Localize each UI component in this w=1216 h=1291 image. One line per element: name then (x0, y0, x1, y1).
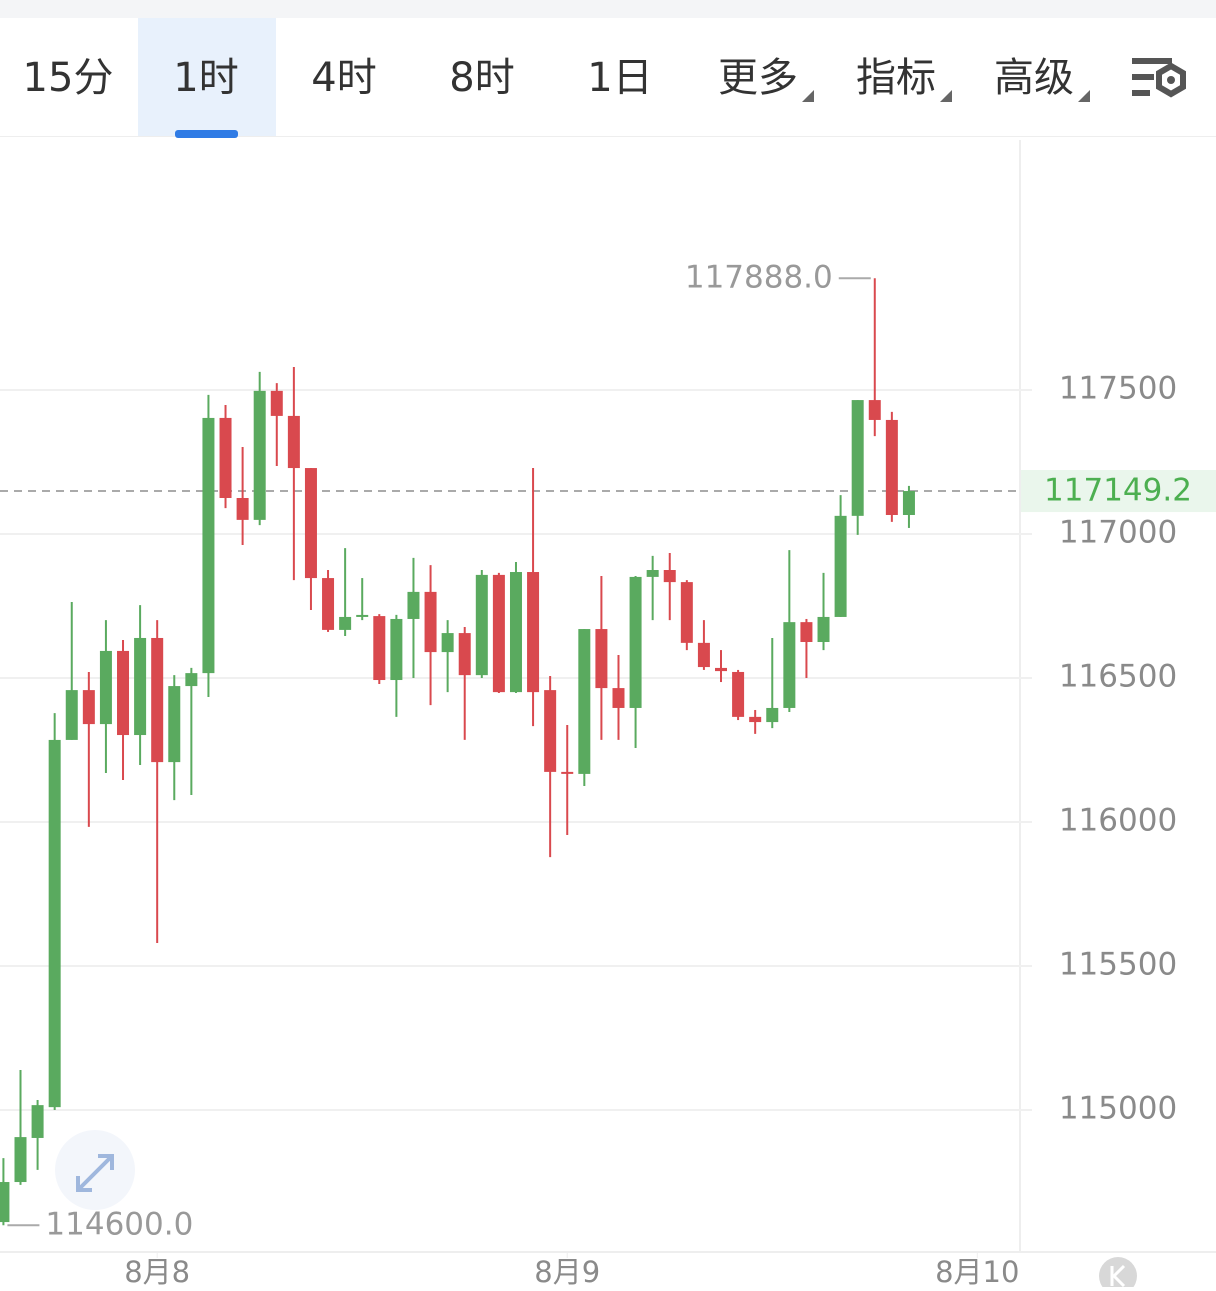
icon-bar (1132, 74, 1154, 80)
candle-body (219, 417, 232, 498)
tab[interactable]: 8时 (449, 55, 514, 101)
icon-bar (1132, 58, 1172, 64)
max-marker-label: 117888.0 (685, 260, 833, 296)
tab[interactable]: 15分 (23, 55, 114, 101)
candle-body (99, 650, 112, 725)
candle-body (595, 629, 608, 689)
dropdown-caret (940, 90, 952, 102)
candle-body (441, 633, 454, 653)
candle-body (31, 1105, 44, 1138)
y-tick-label: 116000 (1059, 803, 1177, 839)
icon-dot (1167, 76, 1175, 84)
candle-body (663, 570, 676, 583)
x-tick-label: 8月8 (124, 1255, 190, 1287)
last-price-label: 117149.2 (1044, 473, 1192, 509)
candle-body (14, 1137, 27, 1183)
candle-body (646, 570, 659, 577)
candle-body (732, 671, 745, 717)
x-tick-label: 8月9 (534, 1255, 600, 1287)
settings-icon[interactable] (1132, 58, 1186, 98)
candle-body (65, 690, 78, 740)
x-tick-label: 8月10 (935, 1255, 1019, 1287)
tab[interactable]: 更多 (718, 55, 798, 101)
candle-body (868, 400, 881, 420)
candle-body (458, 633, 471, 676)
expand-bg (55, 1130, 135, 1210)
candle-body (509, 572, 522, 693)
dropdown-caret (802, 90, 814, 102)
candle-body (185, 673, 198, 687)
candle-body (48, 739, 61, 1108)
last-price-bg (1021, 470, 1216, 513)
candle-body (544, 690, 557, 772)
y-tick-label: 115500 (1059, 947, 1177, 983)
candle-body (82, 690, 95, 725)
candle-body (117, 650, 130, 736)
y-tick-label: 117000 (1059, 515, 1177, 551)
candle-body (0, 1182, 10, 1223)
candle-body (492, 574, 505, 693)
candle-body (304, 468, 317, 579)
candle-body (680, 582, 693, 643)
candle-body (407, 591, 420, 619)
expand-arrow (76, 1154, 114, 1192)
icon-hex (1156, 62, 1186, 98)
candle-body (270, 390, 283, 416)
candle-body (390, 618, 403, 681)
candle-body (629, 576, 642, 708)
candle-body (851, 400, 864, 516)
tab[interactable]: 高级 (994, 55, 1074, 101)
candle-body (373, 616, 386, 681)
candle-body (834, 515, 847, 617)
expand-button[interactable] (55, 1130, 135, 1210)
candle-body (902, 491, 915, 515)
candle-body (697, 642, 710, 668)
icon-bar (1132, 90, 1150, 96)
candle-body (424, 591, 437, 653)
candle-body (715, 667, 728, 672)
tab[interactable]: 指标 (856, 55, 936, 101)
y-tick-label: 117500 (1059, 370, 1177, 406)
candle-body (527, 572, 540, 693)
candle-body (168, 686, 181, 763)
plot: 115000 115500 116000 116500 117000 117500 8月8 8… (0, 260, 1216, 1289)
dropdown-caret (1078, 90, 1090, 102)
tab[interactable]: 1日 (587, 55, 652, 101)
tab-underline (175, 130, 238, 138)
candle-body (236, 497, 249, 520)
candle-body (134, 637, 147, 736)
candle-body (766, 707, 779, 723)
candle-body (578, 629, 591, 774)
candle-body (817, 616, 830, 643)
toolbar-border (0, 136, 1216, 137)
candle-body (749, 716, 762, 723)
candle-body (612, 688, 625, 708)
candle-body (151, 637, 164, 763)
candle-body (339, 616, 352, 630)
candle-body (800, 622, 813, 643)
candle-body (202, 417, 215, 674)
tab[interactable]: 1时 (173, 55, 238, 101)
candle-body (561, 771, 574, 774)
y-tick-label: 115000 (1059, 1091, 1177, 1127)
candle-body (475, 574, 488, 676)
candle-body (783, 622, 796, 708)
top-strip (0, 0, 1216, 18)
candle-body (253, 390, 266, 520)
candle-body (885, 419, 898, 515)
y-tick-label: 116500 (1059, 659, 1177, 695)
toolbar: 15分 1时 4时 8时 1日 更多 指标 高级 (23, 18, 1090, 138)
k-icon (1110, 1264, 1126, 1288)
tab[interactable]: 4时 (311, 55, 376, 101)
candle-body (356, 614, 369, 617)
min-marker-label: 114600.0 (45, 1207, 193, 1243)
candle-body (287, 415, 300, 469)
tab-selected-bg (138, 18, 276, 136)
candle-body (322, 578, 335, 630)
